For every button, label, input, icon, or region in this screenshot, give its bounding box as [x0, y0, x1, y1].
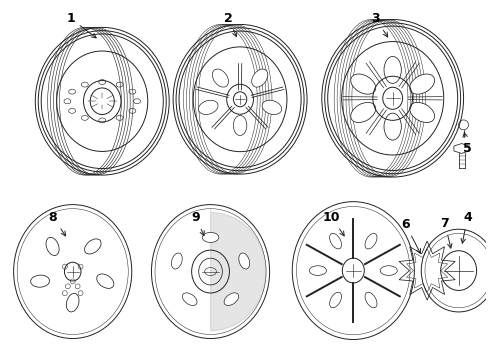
- Ellipse shape: [252, 69, 268, 87]
- Ellipse shape: [330, 292, 342, 308]
- Ellipse shape: [351, 74, 376, 94]
- Ellipse shape: [365, 292, 377, 308]
- Ellipse shape: [224, 293, 239, 306]
- Ellipse shape: [212, 69, 228, 87]
- Ellipse shape: [309, 266, 326, 275]
- Ellipse shape: [239, 253, 250, 269]
- Text: 10: 10: [323, 211, 344, 236]
- Ellipse shape: [380, 266, 397, 275]
- Text: 9: 9: [192, 211, 204, 235]
- Ellipse shape: [384, 113, 401, 140]
- Text: 8: 8: [49, 211, 66, 236]
- Ellipse shape: [97, 274, 114, 288]
- Text: 6: 6: [401, 218, 420, 253]
- Ellipse shape: [384, 57, 401, 84]
- Text: 3: 3: [371, 12, 388, 37]
- Text: 5: 5: [463, 132, 472, 155]
- Ellipse shape: [410, 102, 435, 122]
- Ellipse shape: [198, 100, 218, 114]
- Ellipse shape: [31, 275, 49, 287]
- Text: 7: 7: [441, 217, 452, 248]
- Ellipse shape: [46, 237, 59, 256]
- Text: 4: 4: [461, 211, 472, 243]
- Ellipse shape: [172, 253, 182, 269]
- Polygon shape: [211, 209, 266, 331]
- Ellipse shape: [202, 233, 219, 242]
- Ellipse shape: [182, 293, 197, 306]
- Ellipse shape: [330, 233, 342, 249]
- Ellipse shape: [85, 239, 101, 254]
- Ellipse shape: [351, 102, 376, 122]
- Ellipse shape: [365, 233, 377, 249]
- Ellipse shape: [233, 116, 247, 135]
- Text: 2: 2: [224, 12, 237, 37]
- Ellipse shape: [66, 293, 79, 312]
- Ellipse shape: [410, 74, 435, 94]
- Text: 1: 1: [66, 12, 96, 38]
- Ellipse shape: [262, 100, 282, 114]
